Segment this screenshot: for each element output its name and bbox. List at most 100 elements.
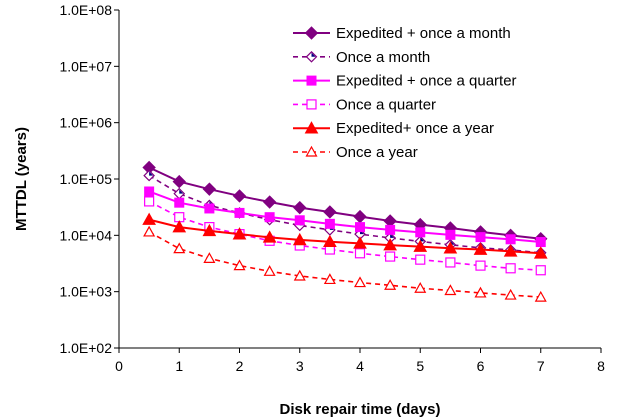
- marker-shape: [172, 174, 186, 189]
- data-point: [353, 276, 367, 288]
- data-point: [202, 182, 217, 196]
- marker-shape: [304, 26, 319, 40]
- data-point: [174, 197, 185, 208]
- legend-entry-3: Expedited + once a quarter: [293, 73, 517, 90]
- legend-entry-6: Once a year: [293, 144, 418, 161]
- data-point: [414, 282, 427, 293]
- x-tick-label: 5: [416, 358, 424, 374]
- y-tick-label: 1.0E+02: [59, 340, 112, 356]
- series-1: [142, 160, 548, 246]
- data-point: [323, 234, 337, 248]
- legend-marker: [306, 75, 317, 86]
- legend-label: Once a year: [336, 144, 418, 161]
- data-point: [143, 169, 155, 182]
- legend-marker: [306, 99, 317, 110]
- y-tick-label: 1.0E+08: [59, 2, 112, 18]
- x-tick-label: 6: [477, 358, 485, 374]
- y-tick-label: 1.0E+04: [59, 227, 112, 243]
- marker-detail: [149, 171, 154, 176]
- legend-marker: [305, 145, 318, 157]
- y-tick-label: 1.0E+07: [59, 58, 112, 74]
- series-5: [142, 212, 548, 259]
- marker-shape: [262, 195, 277, 209]
- x-tick-label: 1: [175, 358, 183, 374]
- data-point: [413, 239, 428, 252]
- data-point: [503, 244, 518, 257]
- x-tick-label: 4: [356, 358, 364, 374]
- data-point: [232, 189, 247, 203]
- legend: Expedited + once a month Once a month Expe…: [293, 25, 517, 161]
- legend-label: Once a quarter: [336, 96, 436, 113]
- data-point: [383, 238, 397, 251]
- x-tick-label: 0: [115, 358, 123, 374]
- series-line: [148, 231, 541, 298]
- data-point: [533, 246, 548, 259]
- data-point: [415, 227, 426, 238]
- legend-entry-5: Expedited+ once a year: [293, 120, 494, 137]
- data-point: [143, 225, 156, 237]
- data-point: [535, 265, 546, 276]
- data-point: [475, 232, 486, 243]
- data-point: [232, 227, 247, 240]
- data-point: [415, 254, 426, 265]
- series-6: [143, 225, 547, 302]
- data-point: [385, 251, 396, 262]
- legend-marker: [304, 26, 319, 40]
- y-tick-label: 1.0E+05: [59, 171, 112, 187]
- data-point: [474, 286, 487, 298]
- data-point: [144, 186, 155, 197]
- data-point: [203, 252, 216, 263]
- marker-shape: [232, 189, 247, 203]
- legend-marker: [304, 121, 319, 134]
- y-tick-label: 1.0E+03: [59, 284, 112, 300]
- legend-label: Expedited+ once a year: [336, 120, 494, 137]
- data-point: [504, 288, 517, 300]
- data-point: [444, 284, 457, 296]
- marker-detail: [390, 233, 395, 238]
- data-point: [324, 218, 335, 229]
- data-point: [354, 248, 366, 259]
- x-axis-title: Disk repair time (days): [280, 401, 441, 418]
- marker-shape: [202, 182, 217, 196]
- data-point: [233, 259, 246, 271]
- data-point: [292, 232, 307, 246]
- data-point: [204, 203, 215, 214]
- data-point: [264, 212, 275, 223]
- data-point: [443, 241, 458, 254]
- x-tick-label: 3: [296, 358, 304, 374]
- data-point: [262, 230, 277, 243]
- marker-detail: [420, 237, 425, 242]
- data-point: [294, 215, 305, 226]
- marker-shape: [353, 209, 367, 224]
- data-point: [323, 273, 336, 285]
- data-point: [445, 229, 456, 240]
- data-point: [173, 187, 186, 200]
- series-3: [144, 186, 546, 248]
- x-tick-label: 8: [597, 358, 605, 374]
- series-layer: [142, 160, 548, 302]
- legend-label: Once a month: [336, 49, 430, 66]
- data-point: [293, 200, 307, 215]
- data-point: [323, 205, 337, 219]
- series-line: [148, 218, 541, 255]
- data-point: [263, 265, 276, 276]
- data-point: [445, 257, 456, 268]
- data-point: [384, 279, 397, 290]
- data-point: [142, 212, 156, 225]
- legend-entry-1: Expedited + once a month: [293, 25, 511, 42]
- marker-detail: [179, 189, 184, 194]
- marker-detail: [311, 52, 316, 57]
- marker-shape: [323, 205, 337, 219]
- legend-entry-2: Once a month: [293, 49, 430, 66]
- data-point: [534, 290, 547, 302]
- data-point: [505, 263, 516, 274]
- legend-marker: [305, 50, 318, 63]
- data-point: [234, 207, 245, 218]
- data-point: [144, 196, 155, 207]
- series-line: [148, 190, 541, 244]
- legend-entry-4: Once a quarter: [293, 96, 436, 113]
- data-point: [353, 236, 367, 249]
- data-point: [202, 223, 217, 237]
